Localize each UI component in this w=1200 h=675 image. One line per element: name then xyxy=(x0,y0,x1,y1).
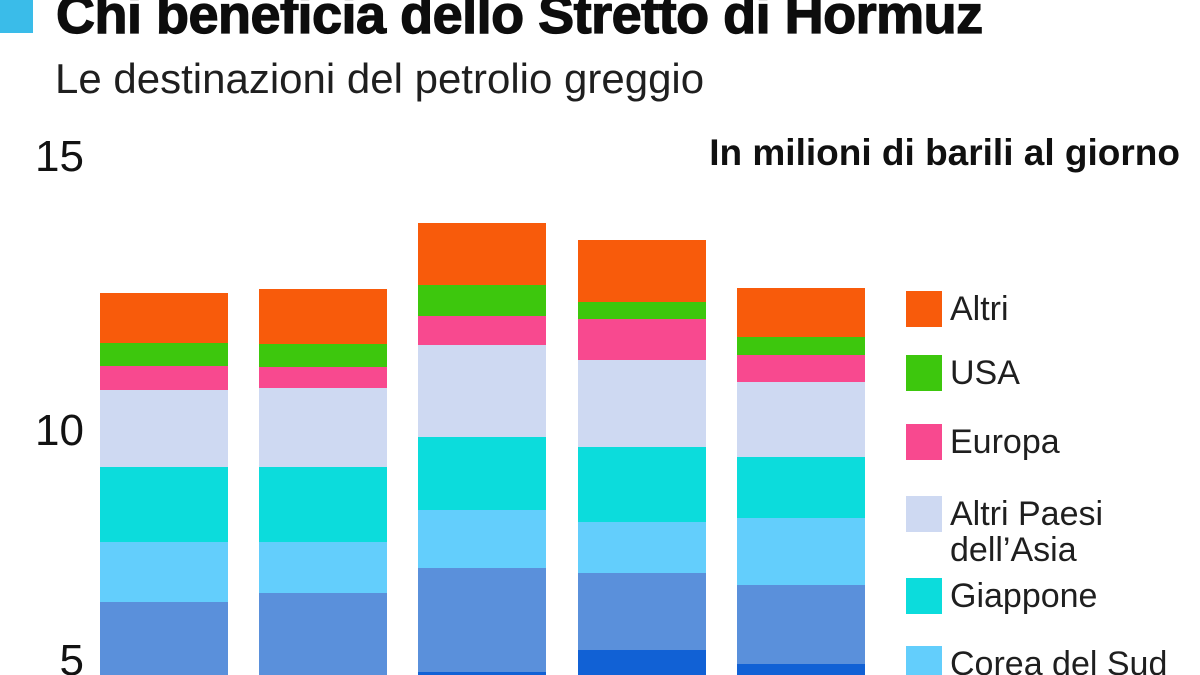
legend-label-altri-paesi-dell-asia: Altri Paesi dell’Asia xyxy=(950,495,1104,569)
bar-3-segment-7 xyxy=(418,568,546,672)
bar-5-segment-1 xyxy=(737,288,865,337)
legend-swatch-altri xyxy=(906,291,942,327)
bar-5-segment-4 xyxy=(737,382,865,457)
y-axis-tick-5: 5 xyxy=(59,636,84,675)
y-axis-tick-15: 15 xyxy=(35,132,84,181)
y-axis-tick-10: 10 xyxy=(35,406,84,455)
legend-label-europa: Europa xyxy=(950,423,1060,461)
bar-4-segment-7 xyxy=(578,573,706,650)
legend-label-usa: USA xyxy=(950,354,1020,392)
bar-4-segment-2 xyxy=(578,302,706,319)
bar-5-segment-7 xyxy=(737,585,865,664)
bar-5-segment-8 xyxy=(737,664,865,675)
bar-3-segment-4 xyxy=(418,345,546,437)
legend-swatch-altri-paesi-dell-asia xyxy=(906,496,942,532)
bar-2 xyxy=(259,289,387,675)
legend-item-giappone: Giappone xyxy=(906,578,1097,614)
legend-label-giappone: Giappone xyxy=(950,577,1098,615)
bar-5-segment-6 xyxy=(737,518,865,585)
bar-1-segment-6 xyxy=(100,542,228,602)
bar-2-segment-4 xyxy=(259,388,387,467)
legend-item-corea-del-sud: Corea del Sud xyxy=(906,646,1167,675)
bar-5 xyxy=(737,288,865,675)
bar-4-segment-1 xyxy=(578,240,706,302)
legend-label-corea-del-sud: Corea del Sud xyxy=(950,645,1168,675)
bar-1-segment-1 xyxy=(100,293,228,343)
legend-swatch-corea-del-sud xyxy=(906,646,942,675)
bar-1-segment-3 xyxy=(100,366,228,390)
bar-4 xyxy=(578,240,706,675)
bar-2-segment-7 xyxy=(259,593,387,675)
legend-swatch-usa xyxy=(906,355,942,391)
bar-2-segment-3 xyxy=(259,367,387,388)
bar-3 xyxy=(418,223,546,675)
bar-3-segment-3 xyxy=(418,316,546,345)
bar-2-segment-2 xyxy=(259,344,387,367)
unit-label: In milioni di barili al giorno xyxy=(709,132,1180,173)
bar-5-segment-2 xyxy=(737,337,865,355)
legend-item-altri-paesi-dell-asia: Altri Paesi dell’Asia xyxy=(906,496,1195,568)
page-title: Chi beneficia dello Stretto di Hormuz xyxy=(55,0,983,45)
legend-item-altri: Altri xyxy=(906,291,1009,327)
bar-4-segment-5 xyxy=(578,447,706,522)
title-accent-square xyxy=(0,0,33,33)
bar-1-segment-5 xyxy=(100,467,228,542)
bar-1 xyxy=(100,293,228,675)
bar-5-segment-5 xyxy=(737,457,865,518)
legend-item-usa: USA xyxy=(906,355,1020,391)
legend-swatch-europa xyxy=(906,424,942,460)
legend-item-europa: Europa xyxy=(906,424,1060,460)
bar-2-segment-5 xyxy=(259,467,387,542)
bar-3-segment-1 xyxy=(418,223,546,285)
bar-4-segment-8 xyxy=(578,650,706,675)
bar-1-segment-2 xyxy=(100,343,228,366)
bar-4-segment-3 xyxy=(578,319,706,360)
bar-5-segment-3 xyxy=(737,355,865,382)
legend-label-altri: Altri xyxy=(950,290,1009,328)
bar-3-segment-6 xyxy=(418,510,546,568)
bar-3-segment-8 xyxy=(418,672,546,675)
bar-1-segment-4 xyxy=(100,390,228,467)
legend-swatch-giappone xyxy=(906,578,942,614)
bar-3-segment-5 xyxy=(418,437,546,510)
bar-4-segment-6 xyxy=(578,522,706,573)
bar-2-segment-1 xyxy=(259,289,387,344)
bar-1-segment-7 xyxy=(100,602,228,675)
page-subtitle: Le destinazioni del petrolio greggio xyxy=(55,55,705,102)
bar-3-segment-2 xyxy=(418,285,546,316)
bar-4-segment-4 xyxy=(578,360,706,447)
bar-2-segment-6 xyxy=(259,542,387,593)
